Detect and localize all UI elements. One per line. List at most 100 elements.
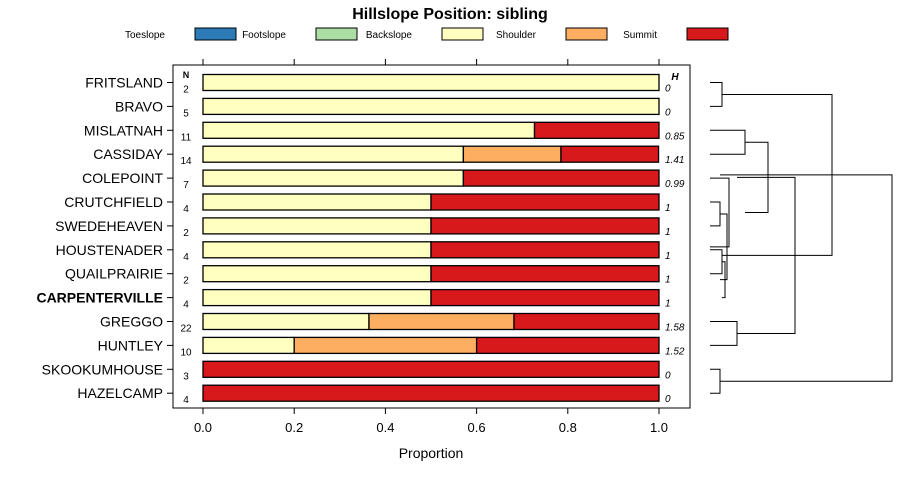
row-h: 1 (665, 251, 671, 262)
row-n: 4 (183, 252, 189, 263)
row-h: 1.52 (665, 346, 685, 357)
legend-label: Summit (623, 30, 657, 41)
row-n: 5 (183, 108, 189, 119)
legend-label: Backslope (366, 30, 413, 41)
row-label: CRUTCHFIELD (64, 194, 163, 210)
x-tick-label: 0.4 (376, 420, 394, 435)
bar-segment (462, 169, 660, 187)
bar-segment (430, 265, 660, 283)
row-n: 22 (180, 324, 192, 335)
bar-segment (430, 193, 660, 211)
row-h: 0 (665, 370, 671, 381)
dendrogram-link (710, 321, 738, 346)
legend-swatch (315, 27, 358, 41)
plot-area: 0.0 0.2 0.4 0.6 0.8 1.0 N H FRITSLAND 2 0 BRAVO 5 0 MI… (36, 59, 691, 435)
legend: Toeslope Footslope Backslope Shoulder Summit (125, 27, 729, 41)
bar-segment (202, 312, 370, 331)
legend-label: Shoulder (496, 30, 537, 41)
bar-segment (202, 217, 432, 235)
row-label: MISLATNAH (84, 122, 163, 138)
row-label: COLEPOINT (82, 170, 163, 186)
chart-title: Hillslope Position: sibling (352, 6, 548, 23)
row-h: 1 (665, 227, 671, 238)
row-n: 7 (183, 180, 189, 191)
row-h: 0.85 (665, 131, 685, 142)
row-n: 2 (183, 276, 189, 287)
x-tick-label: 1.0 (650, 420, 668, 435)
bar-segment (202, 193, 432, 211)
bar-segment (368, 312, 515, 331)
row-n: 10 (180, 347, 192, 358)
row-label: FRITSLAND (85, 75, 163, 91)
dendrogram-link (710, 82, 723, 107)
x-axis-label: Proportion (399, 445, 464, 461)
legend-label: Toeslope (125, 30, 165, 41)
bar-segment (202, 121, 536, 139)
dendrogram (710, 82, 893, 394)
row-label: HAZELCAMP (77, 385, 163, 401)
bar-segment (202, 241, 432, 259)
row-n: 4 (183, 395, 189, 406)
dendrogram-link (710, 368, 721, 394)
bar-segment (475, 336, 660, 355)
bar-segment (202, 360, 660, 378)
row-label: BRAVO (115, 98, 163, 114)
plot-frame (172, 64, 691, 409)
row-label: GREGGO (100, 314, 163, 330)
bar-segment (202, 145, 465, 163)
row-label: HUNTLEY (98, 337, 164, 353)
dendrogram-link (710, 201, 721, 227)
bar-segment (293, 336, 478, 355)
row-n: 14 (180, 156, 192, 167)
row-n: 4 (183, 204, 189, 215)
bar-segment (430, 288, 660, 307)
x-tick-label: 0.6 (468, 420, 486, 435)
dendrogram-link (710, 249, 723, 275)
x-tick-label: 0.8 (559, 420, 577, 435)
legend-label: Footslope (242, 30, 286, 41)
bar-segment (430, 241, 660, 259)
row-h: 1.41 (665, 155, 684, 166)
row-h: 1 (665, 299, 671, 310)
bar-segment (202, 73, 660, 92)
row-h: 0.99 (665, 179, 685, 190)
dendrogram-link (720, 174, 893, 382)
bar-segment (202, 384, 660, 402)
x-tick-label: 0.0 (194, 420, 212, 435)
row-label: SWEDEHEAVEN (55, 218, 163, 234)
row-n: 2 (183, 85, 189, 96)
legend-swatch (441, 27, 484, 41)
row-h: 1 (665, 203, 671, 214)
row-n: 2 (183, 228, 189, 239)
bar-segment (202, 288, 432, 307)
row-label: CASSIDAY (93, 146, 163, 162)
n-header: N (183, 70, 190, 80)
row-h: 1 (665, 275, 671, 286)
bar-segment (202, 336, 295, 355)
row-label: HOUSTENADER (56, 242, 163, 258)
bar-segment (462, 145, 562, 163)
row-n: 4 (183, 300, 189, 311)
bar-segment (533, 121, 660, 139)
row-n: 3 (183, 371, 189, 382)
dendrogram-link (710, 177, 730, 248)
bar-segment (430, 217, 660, 235)
x-tick-label: 0.2 (285, 420, 303, 435)
bar-segment (513, 312, 660, 331)
h-header: H (671, 72, 679, 83)
bar-segment (202, 97, 660, 116)
row-label: SKOOKUMHOUSE (42, 361, 163, 377)
row-label: QUAILPRAIRIE (65, 266, 163, 282)
row-h: 0 (665, 84, 671, 95)
legend-swatch (565, 27, 608, 41)
bar-segment (202, 265, 432, 283)
row-h: 0 (665, 394, 671, 405)
legend-swatch (686, 27, 729, 41)
dendrogram-link (710, 129, 746, 155)
legend-swatch (194, 27, 237, 41)
row-h: 0 (665, 107, 671, 118)
row-label: CARPENTERVILLE (36, 290, 163, 306)
bar-segment (202, 169, 465, 187)
bar-segment (560, 145, 660, 163)
